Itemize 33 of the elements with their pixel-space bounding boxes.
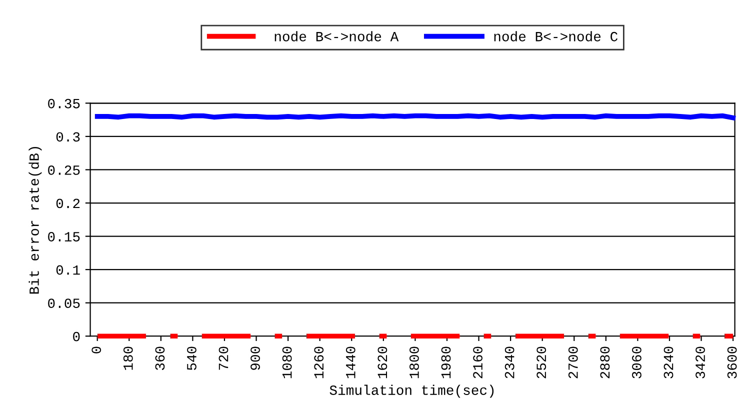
x-tick-label: 2880 <box>600 346 610 378</box>
y-tick-label: 0.35 <box>48 98 80 108</box>
x-tick-label: 2340 <box>504 346 514 378</box>
x-tick-label: 1080 <box>282 346 292 378</box>
x-tick-label: 1440 <box>346 346 356 378</box>
x-tick-label: 3420 <box>696 346 705 378</box>
y-tick-label: 0.3 <box>56 132 80 142</box>
x-tick-label: 180 <box>123 346 133 370</box>
x-tick-label: 720 <box>218 346 228 370</box>
x-tick-label: 3600 <box>727 346 737 378</box>
y-tick-label: 0.1 <box>56 265 80 275</box>
legend-label: node B<->node C <box>494 31 618 42</box>
y-tick-label: 0.05 <box>48 298 80 308</box>
x-tick-label: 1260 <box>314 346 324 378</box>
y-tick-label: 0.2 <box>56 198 80 208</box>
x-tick-label: 1620 <box>378 346 388 378</box>
x-tick-label: 3240 <box>664 346 674 378</box>
x-tick-label: 0 <box>92 346 102 354</box>
x-tick-label: 2160 <box>473 346 482 378</box>
y-axis-title: Bit error rate(dB) <box>28 146 42 294</box>
y-tick-label: 0.15 <box>48 232 80 242</box>
y-tick-label: 0.25 <box>48 165 80 175</box>
x-tick-label: 540 <box>187 346 196 370</box>
legend-label: node B<->node A <box>274 31 399 42</box>
x-tick-label: 2700 <box>568 346 578 378</box>
x-tick-label: 360 <box>155 346 165 370</box>
x-axis-title: Simulation time(sec) <box>330 384 494 398</box>
x-tick-label: 1800 <box>410 346 419 378</box>
x-tick-label: 900 <box>250 346 260 370</box>
x-tick-label: 1980 <box>441 346 451 378</box>
y-tick-label: 0 <box>73 332 80 342</box>
x-tick-label: 2520 <box>536 346 546 378</box>
x-tick-label: 3060 <box>632 346 642 378</box>
